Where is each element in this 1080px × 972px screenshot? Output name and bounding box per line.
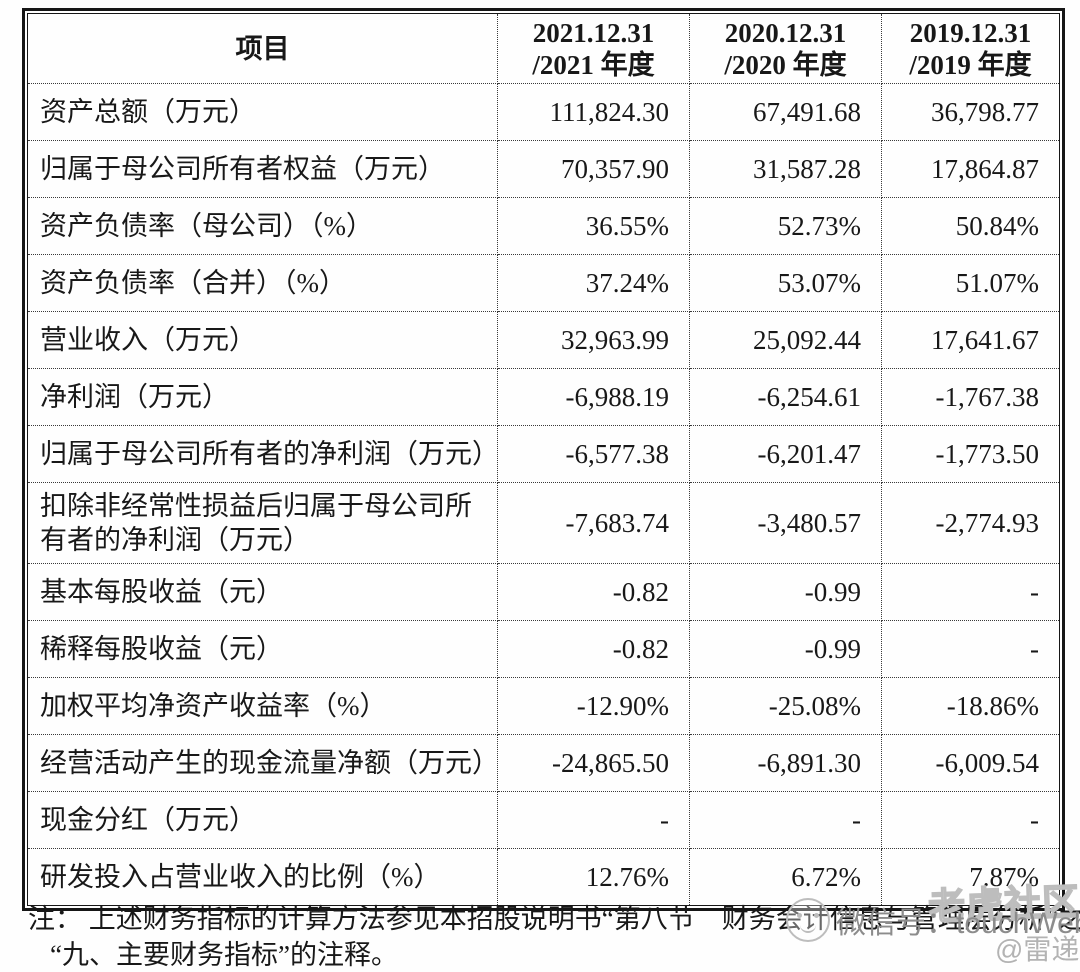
cell-value: -2,774.93 (881, 482, 1060, 564)
cell-value: -6,254.61 (689, 368, 882, 426)
cell-value: 37.24% (497, 254, 690, 312)
cell-value: -25.08% (689, 677, 882, 735)
table-row: 加权平均净资产收益率（%） -12.90% -25.08% -18.86% (27, 677, 1060, 735)
period-date: 2021.12.31 (532, 17, 655, 48)
cell-value: 53.07% (689, 254, 882, 312)
table-row: 净利润（万元） -6,988.19 -6,254.61 -1,767.38 (27, 368, 1060, 426)
cell-value: 6.72% (689, 848, 882, 906)
cell-value: 36.55% (497, 197, 690, 255)
cell-value: - (497, 791, 690, 849)
watermark-author-handle: @雷递 (995, 934, 1080, 965)
row-label: 加权平均净资产收益率（%） (27, 677, 498, 735)
period-date: 2020.12.31 (724, 17, 847, 48)
cell-value: 50.84% (881, 197, 1060, 255)
cell-value: -7,683.74 (497, 482, 690, 564)
footnote-line-1: 注： 上述财务指标的计算方法参见本招股说明书“第八节 财务会计信息与管理层分析”… (28, 904, 1080, 934)
header-item: 项目 (27, 13, 498, 84)
row-label: 稀释每股收益（元） (27, 620, 498, 678)
table-row: 归属于母公司所有者权益（万元） 70,357.90 31,587.28 17,8… (27, 140, 1060, 198)
cell-value: -6,201.47 (689, 425, 882, 483)
financial-indicators-table: 项目 2021.12.31 /2021 年度 2020.12.31 /2020 … (22, 8, 1065, 911)
period-date: 2019.12.31 (909, 17, 1032, 48)
cell-value: - (881, 620, 1060, 678)
table-row: 资产负债率（母公司）（%） 36.55% 52.73% 50.84% (27, 197, 1060, 255)
cell-value: 51.07% (881, 254, 1060, 312)
cell-value: - (881, 563, 1060, 621)
table-row: 营业收入（万元） 32,963.99 25,092.44 17,641.67 (27, 311, 1060, 369)
row-label: 营业收入（万元） (27, 311, 498, 369)
table-row: 经营活动产生的现金流量净额（万元） -24,865.50 -6,891.30 -… (27, 734, 1060, 792)
cell-value: 36,798.77 (881, 83, 1060, 141)
cell-value: -0.82 (497, 620, 690, 678)
cell-value: -3,480.57 (689, 482, 882, 564)
row-label: 研发投入占营业收入的比例（%） (27, 848, 498, 906)
row-label: 资产负债率（母公司）（%） (27, 197, 498, 255)
cell-value: -6,988.19 (497, 368, 690, 426)
data-table: 项目 2021.12.31 /2021 年度 2020.12.31 /2020 … (27, 13, 1060, 906)
cell-value: 17,641.67 (881, 311, 1060, 369)
period-year: /2019 年度 (909, 49, 1032, 80)
cell-value: 67,491.68 (689, 83, 882, 141)
table-row: 扣除非经常性损益后归属于母公司所有者的净利润（万元） -7,683.74 -3,… (27, 482, 1060, 564)
table-row: 基本每股收益（元） -0.82 -0.99 - (27, 563, 1060, 621)
watermark-wechat: 微信号：touchWeb (786, 898, 1080, 942)
table-row: 现金分红（万元） - - - (27, 791, 1060, 849)
header-period-2020: 2020.12.31 /2020 年度 (689, 13, 882, 84)
cell-value: -6,009.54 (881, 734, 1060, 792)
cell-value: -12.90% (497, 677, 690, 735)
cell-value: 32,963.99 (497, 311, 690, 369)
cell-value: -0.82 (497, 563, 690, 621)
row-label: 资产总额（万元） (27, 83, 498, 141)
cell-value: -6,891.30 (689, 734, 882, 792)
watermark-wechat-id: 微信号：touchWeb (836, 907, 1080, 940)
cell-value: 17,864.87 (881, 140, 1060, 198)
cell-value: 111,824.30 (497, 83, 690, 141)
row-label: 扣除非经常性损益后归属于母公司所有者的净利润（万元） (27, 482, 498, 564)
header-period-2019: 2019.12.31 /2019 年度 (881, 13, 1060, 84)
cell-value: - (881, 791, 1060, 849)
table-row: 资产总额（万元） 111,824.30 67,491.68 36,798.77 (27, 83, 1060, 141)
header-period-2021: 2021.12.31 /2021 年度 (497, 13, 690, 84)
cell-value: 7.87% (881, 848, 1060, 906)
cell-value: - (689, 791, 882, 849)
cell-value: 25,092.44 (689, 311, 882, 369)
period-year: /2021 年度 (532, 49, 655, 80)
cell-value: -18.86% (881, 677, 1060, 735)
cell-value: -0.99 (689, 620, 882, 678)
cell-value: 12.76% (497, 848, 690, 906)
cell-value: -24,865.50 (497, 734, 690, 792)
table-row: 归属于母公司所有者的净利润（万元） -6,577.38 -6,201.47 -1… (27, 425, 1060, 483)
row-label: 经营活动产生的现金流量净额（万元） (27, 734, 499, 792)
cell-value: -1,773.50 (881, 425, 1060, 483)
row-label: 基本每股收益（元） (27, 563, 498, 621)
period-year: /2020 年度 (724, 49, 847, 80)
cell-value: 70,357.90 (497, 140, 690, 198)
row-label: 现金分红（万元） (27, 791, 498, 849)
footnote-line-2: “九、主要财务指标”的注释。 (50, 940, 398, 970)
cell-value: -1,767.38 (881, 368, 1060, 426)
row-label: 归属于母公司所有者权益（万元） (27, 140, 498, 198)
cell-value: 31,587.28 (689, 140, 882, 198)
cell-value: -6,577.38 (497, 425, 690, 483)
table-row: 研发投入占营业收入的比例（%） 12.76% 6.72% 7.87% (27, 848, 1060, 906)
table-row: 资产负债率（合并）（%） 37.24% 53.07% 51.07% (27, 254, 1060, 312)
row-label: 净利润（万元） (27, 368, 498, 426)
header-row: 项目 2021.12.31 /2021 年度 2020.12.31 /2020 … (27, 13, 1060, 84)
row-label: 资产负债率（合并）（%） (27, 254, 498, 312)
cell-value: 52.73% (689, 197, 882, 255)
row-label: 归属于母公司所有者的净利润（万元） (27, 425, 499, 483)
table-row: 稀释每股收益（元） -0.82 -0.99 - (27, 620, 1060, 678)
chat-face-icon (786, 898, 830, 942)
cell-value: -0.99 (689, 563, 882, 621)
